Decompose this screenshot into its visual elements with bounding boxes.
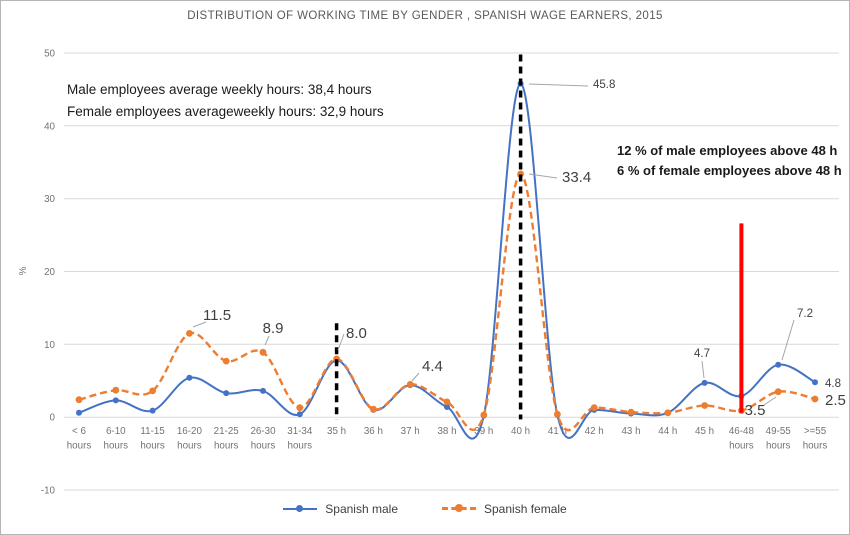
y-tick-label: 30 — [44, 194, 55, 205]
x-tick-label: 21-25 hours — [214, 426, 240, 452]
label-leader-line — [337, 333, 345, 351]
data-label: 4.7 — [694, 348, 710, 360]
label-leader-line — [192, 321, 207, 328]
legend-item-male: Spanish male — [283, 502, 398, 516]
male-series-marker — [223, 390, 230, 397]
y-tick-label: -10 — [41, 486, 56, 497]
female-series-swatch-icon — [442, 504, 476, 513]
data-label: 3.5 — [745, 402, 766, 419]
x-tick-label: >=55 hours — [803, 426, 828, 452]
y-tick-label: 0 — [50, 413, 56, 424]
label-leader-line — [763, 396, 777, 406]
x-tick-label: 11-15 hours — [140, 426, 165, 452]
x-tick-label: 46-48 hours — [729, 426, 755, 452]
x-tick-label: 37 h — [401, 426, 420, 437]
male-series-marker — [296, 411, 303, 418]
female-series-marker — [590, 404, 598, 412]
chart-legend: Spanish male Spanish female — [1, 502, 849, 516]
x-tick-label: 26-30 hours — [250, 426, 276, 452]
data-label: 33.4 — [562, 169, 591, 186]
female-series-marker — [112, 386, 120, 394]
female-series-marker — [701, 402, 708, 409]
male-series-marker — [76, 409, 82, 416]
data-label: 8.9 — [263, 320, 284, 337]
x-tick-label: 39 h — [474, 426, 493, 437]
female-series-marker — [186, 330, 193, 337]
label-leader-line — [701, 360, 705, 379]
female-series-marker — [259, 348, 267, 356]
male-series-marker — [186, 374, 193, 381]
y-tick-label: 50 — [44, 49, 55, 60]
label-leader-line — [781, 319, 795, 361]
female-series-marker — [296, 404, 304, 412]
female-series-line — [78, 172, 816, 432]
data-label: 7.2 — [797, 308, 813, 320]
y-tick-label: 10 — [44, 340, 55, 351]
y-tick-label: 20 — [44, 267, 55, 278]
x-tick-label: 6-10 hours — [104, 426, 129, 452]
legend-male-label: Spanish male — [325, 502, 398, 516]
chart-title: DISTRIBUTION OF WORKING TIME BY GENDER ,… — [187, 10, 663, 22]
label-leader-line — [411, 372, 420, 382]
legend-item-female: Spanish female — [442, 502, 567, 516]
female-series-marker — [75, 396, 83, 404]
label-leader-line — [264, 335, 270, 346]
x-tick-label: 36 h — [364, 426, 383, 437]
male-series-marker — [149, 407, 156, 414]
female-series-marker — [554, 410, 561, 418]
above-48h-female-line: 6 % of female employees above 48 h — [617, 163, 842, 179]
female-series-marker — [370, 405, 377, 413]
x-tick-label: 41 h — [548, 426, 567, 437]
average-hours-male-line: Male employees average weekly hours: 38,… — [67, 82, 372, 97]
female-series-marker — [443, 398, 451, 406]
male-series-marker — [260, 387, 266, 394]
male-series-marker — [775, 361, 782, 368]
data-label: 4.8 — [825, 378, 841, 390]
male-series-marker — [812, 379, 818, 386]
male-series-marker — [701, 379, 708, 386]
legend-female-label: Spanish female — [484, 502, 567, 516]
y-tick-label: 40 — [44, 121, 55, 132]
data-label: 11.5 — [203, 307, 231, 324]
female-series-marker — [774, 388, 782, 396]
x-tick-label: 45 h — [695, 426, 714, 437]
label-leader-line — [528, 173, 558, 179]
x-tick-label: 40 h — [511, 426, 530, 437]
male-series-marker — [112, 397, 119, 404]
female-series-marker — [627, 408, 635, 416]
x-tick-label: 35 h — [327, 426, 346, 437]
data-label: 2.5 — [825, 392, 846, 409]
x-tick-label: < 6 hours — [67, 426, 92, 452]
female-series-marker — [480, 411, 488, 419]
data-label: 4.4 — [422, 358, 443, 375]
above-48h-male-line: 12 % of male employees above 48 h — [617, 143, 838, 158]
y-axis-title: % — [18, 266, 29, 275]
x-tick-label: 16-20 hours — [177, 426, 203, 452]
average-hours-female-line: Female employees averageweekly hours: 32… — [67, 103, 384, 119]
average-hours-annotation: Male employees average weekly hours: 38,… — [67, 79, 384, 122]
female-series-marker — [222, 357, 230, 365]
data-label: 8.0 — [346, 325, 367, 342]
x-tick-label: 38 h — [437, 426, 456, 437]
female-series-marker — [811, 395, 819, 403]
male-series-swatch-icon — [283, 505, 318, 513]
data-label: 45.8 — [593, 79, 615, 91]
x-tick-label: 43 h — [621, 426, 640, 437]
female-series-marker — [406, 381, 414, 388]
female-series-marker — [664, 409, 672, 417]
female-series-marker — [149, 387, 157, 395]
x-tick-label: 49-55 hours — [766, 426, 792, 452]
male-series-marker — [444, 404, 450, 410]
above-48h-annotation: 12 % of male employees above 48 h 6 % of… — [617, 141, 842, 181]
x-tick-label: 42 h — [585, 426, 604, 437]
x-tick-label: 44 h — [658, 426, 677, 437]
x-tick-label: 31-34 hours — [287, 426, 313, 452]
label-leader-line — [528, 83, 589, 87]
